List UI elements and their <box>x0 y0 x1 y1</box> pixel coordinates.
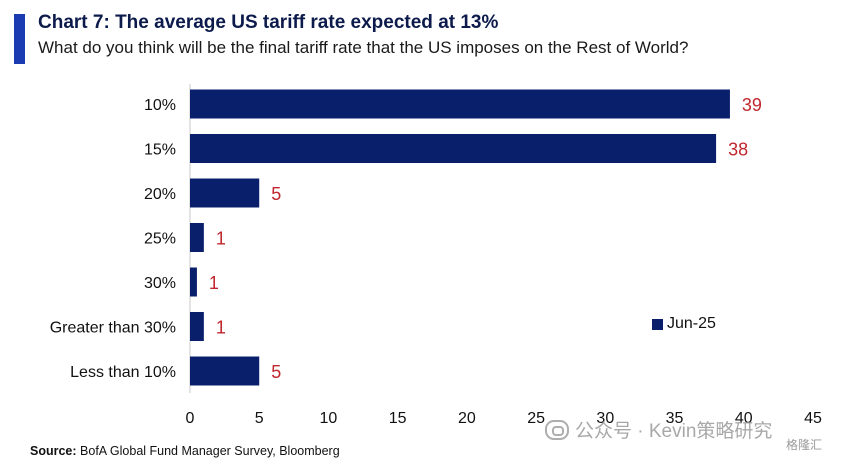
data-label: 39 <box>742 95 762 115</box>
x-tick-label: 30 <box>596 410 614 427</box>
legend-label: Jun-25 <box>667 315 716 332</box>
data-label: 38 <box>728 140 748 160</box>
data-label: 5 <box>271 362 281 382</box>
source-note: Source: BofA Global Fund Manager Survey,… <box>30 444 340 458</box>
watermark: 公众号 · Kevin策略研究 <box>545 416 772 443</box>
bar <box>190 356 260 386</box>
category-label: 30% <box>144 275 176 292</box>
x-tick-label: 15 <box>389 410 407 427</box>
x-tick-label: 45 <box>804 410 822 427</box>
data-label: 1 <box>216 318 226 338</box>
watermark-text: 公众号 · Kevin策略研究 <box>575 421 773 442</box>
chart-title: Chart 7: The average US tariff rate expe… <box>38 12 499 33</box>
legend: Jun-25 <box>652 315 716 333</box>
bar <box>190 223 204 252</box>
x-tick-label: 40 <box>735 410 753 427</box>
x-tick-label: 20 <box>458 410 476 427</box>
bar <box>190 89 730 119</box>
data-label: 1 <box>216 229 226 249</box>
watermark-corner: 格隆汇 <box>786 438 823 452</box>
bar <box>190 134 717 163</box>
category-label: 25% <box>144 231 176 248</box>
x-tick-label: 35 <box>666 410 684 427</box>
source-label: Source: <box>30 444 77 458</box>
category-label: Greater than 30% <box>50 320 176 337</box>
x-tick-label: 0 <box>186 410 195 427</box>
source-text: BofA Global Fund Manager Survey, Bloombe… <box>80 444 340 458</box>
title-accent-bar <box>14 14 25 64</box>
x-tick-label: 5 <box>255 410 264 427</box>
wechat-icon <box>545 419 569 440</box>
chart-subtitle: What do you think will be the final tari… <box>38 38 689 57</box>
data-label: 5 <box>271 184 281 204</box>
bar <box>190 312 204 341</box>
category-label: 15% <box>144 142 176 159</box>
category-label: 20% <box>144 186 176 203</box>
bar <box>190 267 197 297</box>
legend-swatch <box>652 318 663 330</box>
bar <box>190 178 260 208</box>
x-tick-label: 25 <box>527 410 545 427</box>
category-label: Less than 10% <box>70 364 176 381</box>
category-label: 10% <box>144 97 176 114</box>
data-label: 1 <box>209 273 219 293</box>
x-tick-label: 10 <box>320 410 338 427</box>
